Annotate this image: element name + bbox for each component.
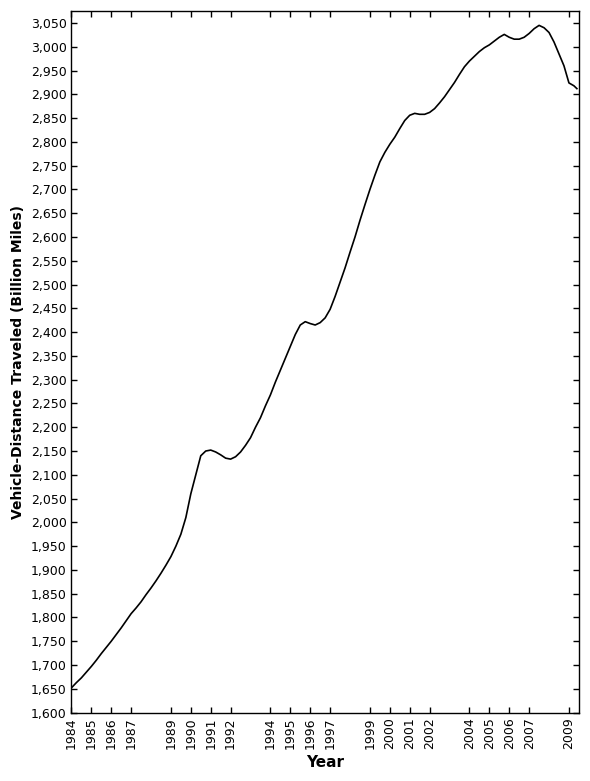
X-axis label: Year: Year xyxy=(306,755,344,770)
Y-axis label: Vehicle-Distance Traveled (Billion Miles): Vehicle-Distance Traveled (Billion Miles… xyxy=(11,205,25,519)
